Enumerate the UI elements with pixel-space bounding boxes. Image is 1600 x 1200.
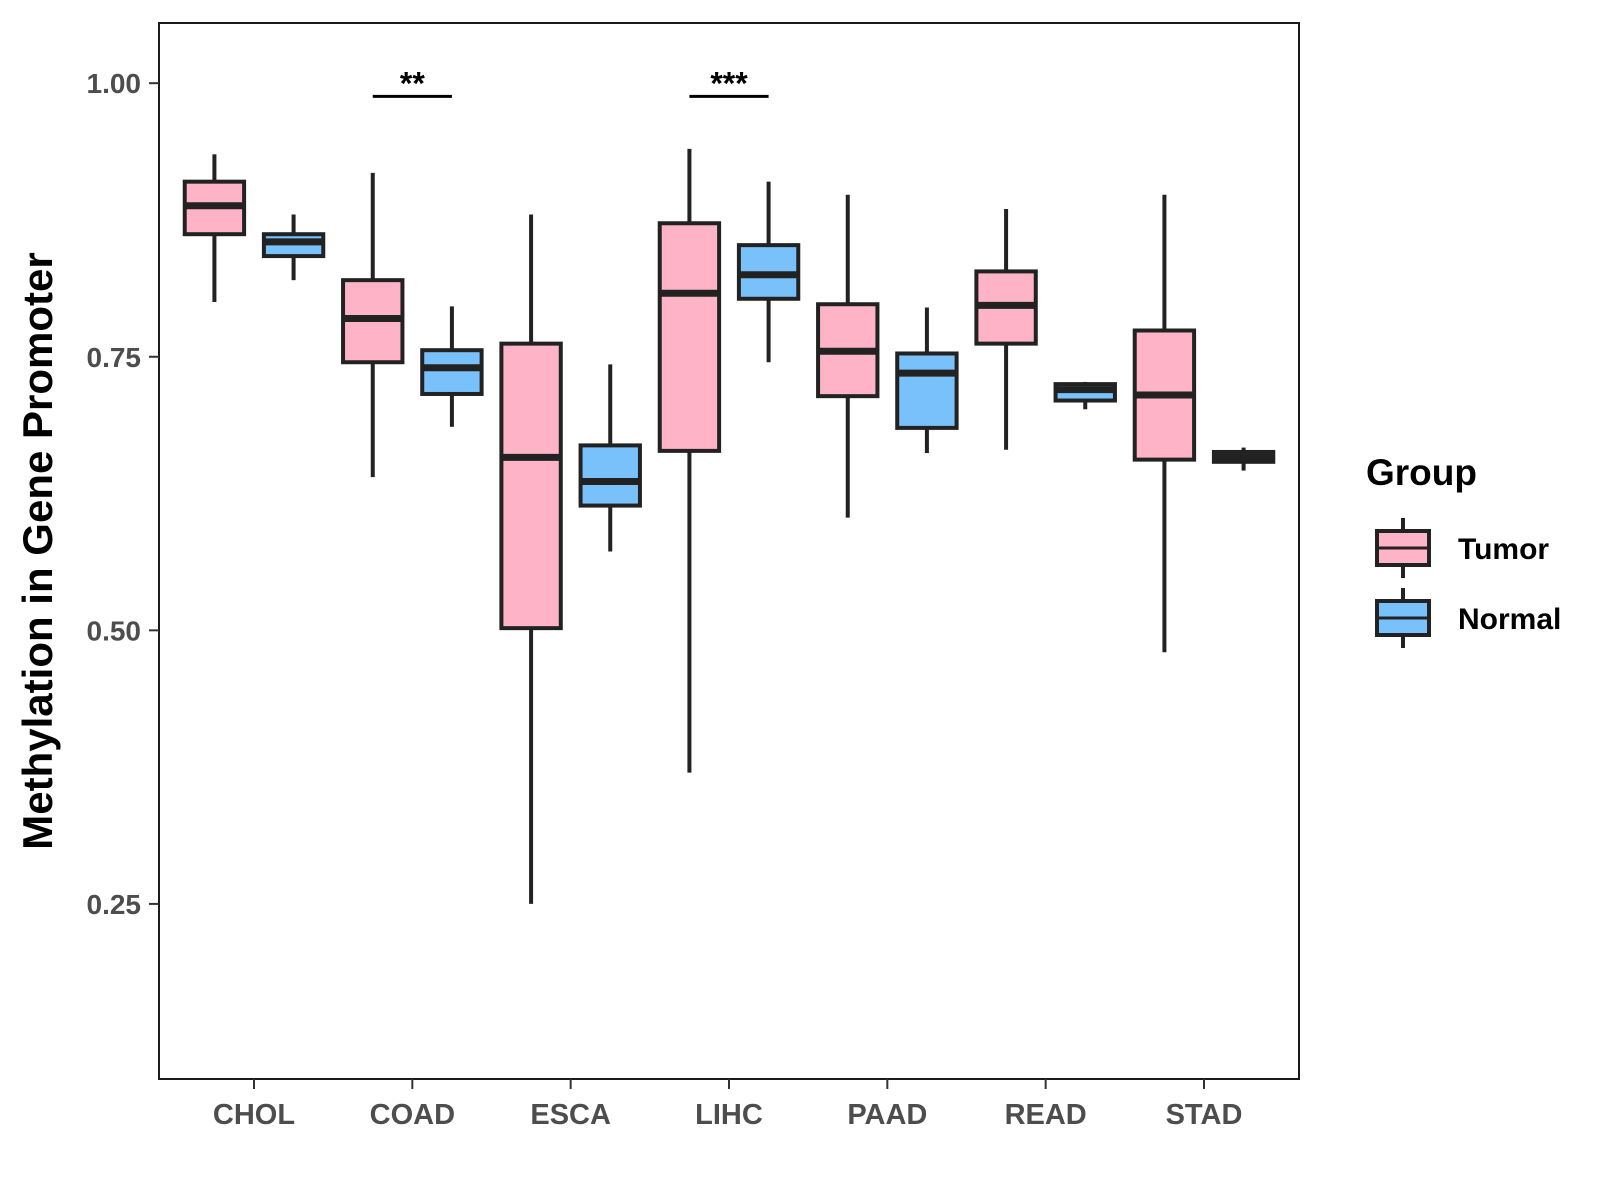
- x-tick-label: LIHC: [695, 1099, 763, 1131]
- y-tick-label: 0.50: [87, 615, 142, 646]
- y-tick-label: 0.25: [87, 889, 142, 920]
- box-normal-coad: [420, 306, 484, 427]
- y-tick-label: 0.75: [87, 342, 142, 373]
- box-tumor-lihc: [657, 148, 722, 773]
- box-tumor-paad: [816, 194, 880, 518]
- box-body: [499, 341, 563, 631]
- x-tick-label: STAD: [1166, 1099, 1243, 1131]
- box-body: [895, 351, 959, 430]
- legend-label: Tumor: [1458, 533, 1549, 566]
- box-normal-paad: [895, 307, 959, 454]
- box-body: [420, 348, 484, 396]
- box-normal-chol: [261, 214, 326, 281]
- x-tick-label: ESCA: [530, 1099, 611, 1131]
- boxes-layer: [182, 148, 1276, 904]
- significance-annotations: ** ***: [372, 65, 769, 101]
- significance-label: **: [400, 65, 425, 101]
- legend-label: Normal: [1458, 603, 1561, 636]
- box-body: [657, 221, 722, 453]
- x-axis: CHOL COAD ESCA LIHC PAAD READ STAD: [213, 1079, 1242, 1131]
- legend-title: Group: [1366, 452, 1477, 493]
- x-tick-label: CHOL: [213, 1099, 295, 1131]
- box-tumor-coad: [341, 172, 405, 478]
- x-tick-label: PAAD: [847, 1099, 927, 1131]
- y-tick-label: 1.00: [87, 68, 142, 99]
- box-tumor-stad: [1132, 194, 1197, 653]
- box-normal-stad: [1211, 447, 1276, 471]
- box-tumor-chol: [182, 154, 247, 303]
- box-tumor-esca: [499, 214, 563, 904]
- legend: Group Tumor Normal: [1366, 452, 1561, 648]
- box-normal-esca: [578, 364, 642, 552]
- x-tick-label: COAD: [370, 1099, 455, 1131]
- box-normal-read: [1053, 381, 1117, 410]
- y-axis: 0.25 0.50 0.75 1.00: [87, 68, 159, 920]
- box-tumor-read: [974, 209, 1038, 450]
- plot-panel: [158, 22, 1300, 1080]
- significance-label: ***: [710, 65, 748, 101]
- y-axis-title: Methylation in Gene Promoter: [14, 252, 61, 849]
- box-body: [578, 443, 642, 508]
- legend-item-tumor: Tumor: [1375, 518, 1549, 578]
- legend-item-normal: Normal: [1375, 588, 1561, 648]
- box-normal-lihc: [736, 181, 801, 363]
- x-tick-label: READ: [1005, 1099, 1087, 1131]
